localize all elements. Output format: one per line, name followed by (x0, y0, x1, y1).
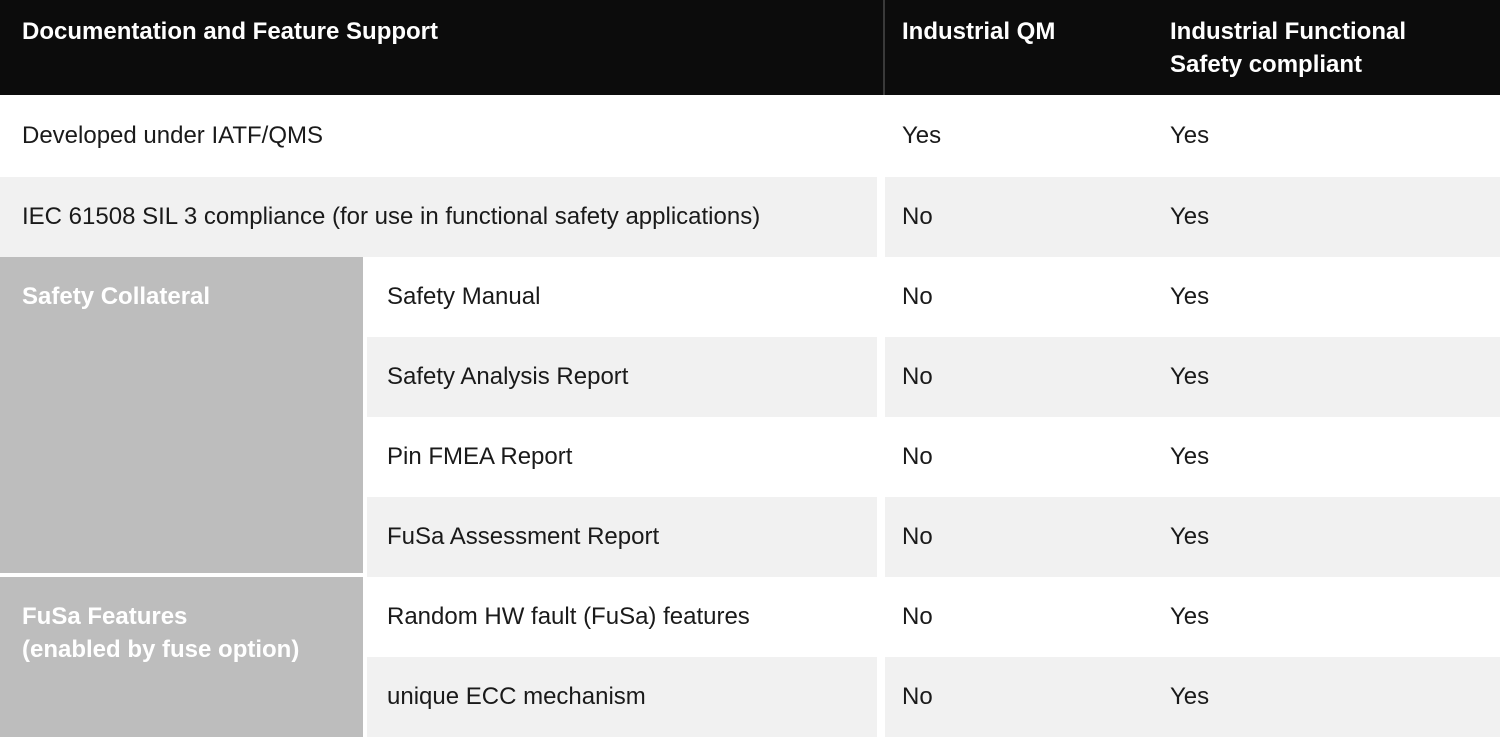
fusa-value: Yes (1170, 683, 1210, 710)
column-gap (877, 257, 885, 337)
section-fusa-features: FuSa Features (enabled by fuse option) R… (0, 577, 1500, 737)
column-gap (877, 337, 885, 417)
table-row: unique ECC mechanism No Yes (367, 657, 1500, 737)
group-cell-safety-collateral: Safety Collateral (0, 257, 363, 573)
fusa-value: Yes (1170, 283, 1210, 310)
table-row: Random HW fault (FuSa) features No Yes (367, 577, 1500, 657)
header-cell-feature: Documentation and Feature Support (22, 18, 439, 45)
column-gap (877, 577, 885, 657)
fusa-value: Yes (1170, 203, 1210, 230)
row-values: No Yes (885, 177, 1500, 257)
fusa-value: Yes (1170, 122, 1210, 149)
table-row: Safety Manual No Yes (367, 257, 1500, 337)
feature-label: Pin FMEA Report (367, 417, 877, 497)
column-gap (877, 497, 885, 577)
header-cell-industrial-functional-safety: Industrial Functional Safety compliant (1170, 18, 1407, 78)
section-safety-collateral: Safety Collateral Safety Manual No Yes S… (0, 257, 1500, 577)
row-values: No Yes (885, 497, 1500, 577)
column-gap (877, 657, 885, 737)
header-column-divider (883, 0, 885, 95)
section-rows: Safety Manual No Yes Safety Analysis Rep… (367, 257, 1500, 577)
fusa-value: Yes (1170, 443, 1210, 470)
table-row: Developed under IATF/QMS Yes Yes (0, 95, 1500, 177)
qm-value: No (902, 363, 933, 390)
header-values-region: Industrial QM Industrial Functional Safe… (885, 0, 1500, 95)
row-values: No Yes (885, 577, 1500, 657)
qm-value: No (902, 683, 933, 710)
column-gap (877, 417, 885, 497)
column-gap (877, 95, 885, 177)
qm-value: No (902, 443, 933, 470)
fusa-value: Yes (1170, 363, 1210, 390)
section-rows: Random HW fault (FuSa) features No Yes u… (367, 577, 1500, 737)
table-row: Pin FMEA Report No Yes (367, 417, 1500, 497)
table-header-row: Documentation and Feature Support Indust… (0, 0, 1500, 95)
qm-value: No (902, 523, 933, 550)
qm-value: No (902, 203, 933, 230)
table-row: IEC 61508 SIL 3 compliance (for use in f… (0, 177, 1500, 257)
header-cell-industrial-qm: Industrial QM (902, 18, 1056, 45)
column-gap (877, 177, 885, 257)
feature-label: Developed under IATF/QMS (0, 95, 877, 177)
qm-value: Yes (902, 122, 942, 149)
qm-value: No (902, 283, 933, 310)
fusa-value: Yes (1170, 523, 1210, 550)
table-row: FuSa Assessment Report No Yes (367, 497, 1500, 577)
fusa-value: Yes (1170, 603, 1210, 630)
feature-label: unique ECC mechanism (367, 657, 877, 737)
feature-label: Safety Analysis Report (367, 337, 877, 417)
table-row: Safety Analysis Report No Yes (367, 337, 1500, 417)
row-values: No Yes (885, 417, 1500, 497)
feature-label: FuSa Assessment Report (367, 497, 877, 577)
table-body: Developed under IATF/QMS Yes Yes IEC 615… (0, 95, 1500, 737)
feature-label: Random HW fault (FuSa) features (367, 577, 877, 657)
group-cell-fusa-features: FuSa Features (enabled by fuse option) (0, 577, 363, 737)
feature-label: Safety Manual (367, 257, 877, 337)
row-values: No Yes (885, 257, 1500, 337)
qm-value: No (902, 603, 933, 630)
row-values: No Yes (885, 337, 1500, 417)
feature-label: IEC 61508 SIL 3 compliance (for use in f… (0, 177, 877, 257)
row-values: No Yes (885, 657, 1500, 737)
row-values: Yes Yes (885, 95, 1500, 177)
